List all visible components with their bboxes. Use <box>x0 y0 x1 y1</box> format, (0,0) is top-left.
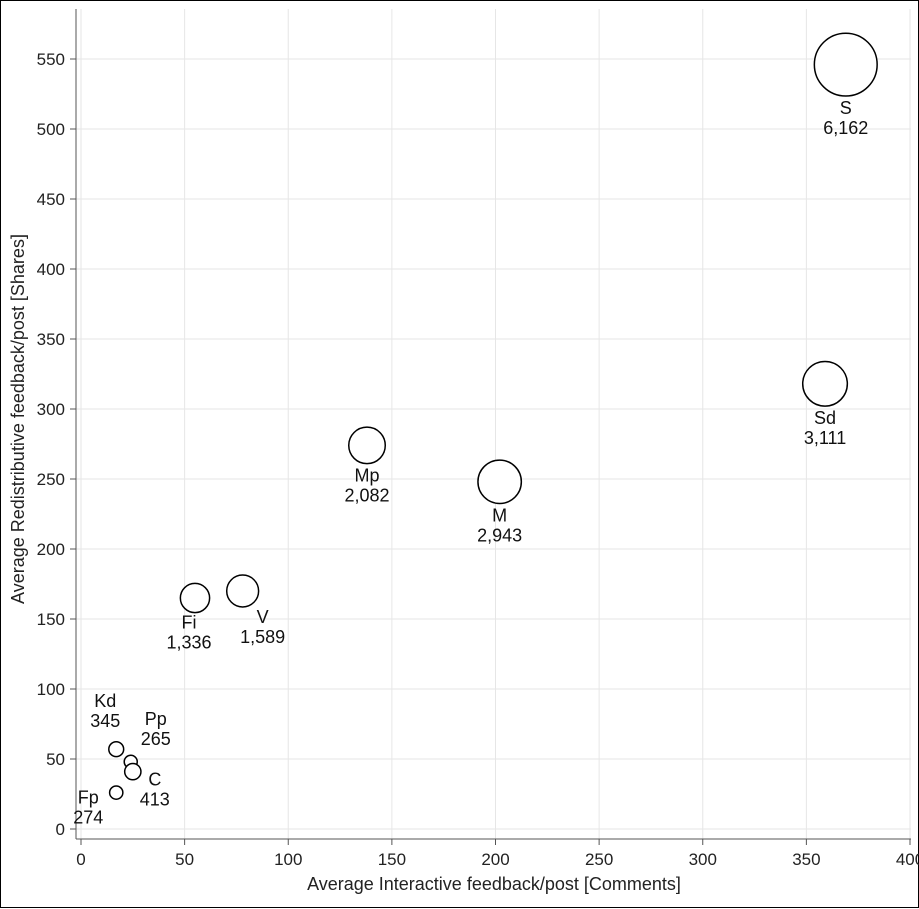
point-label-value: 2,943 <box>477 525 522 545</box>
y-tick-label: 400 <box>37 260 65 279</box>
x-tick-label: 400 <box>896 850 919 869</box>
point-label-name: C <box>148 770 161 790</box>
x-tick-label: 200 <box>481 850 509 869</box>
x-tick-label: 250 <box>585 850 613 869</box>
y-tick-label: 300 <box>37 400 65 419</box>
bubble-v <box>225 574 260 608</box>
point-label-value: 6,162 <box>823 118 868 138</box>
point-label-name: Sd <box>814 408 836 428</box>
point-label-name: M <box>492 505 507 525</box>
point-label-name: Fi <box>181 613 196 633</box>
point-label-name: S <box>840 98 852 118</box>
y-tick-label: 0 <box>56 820 65 839</box>
point-label-value: 1,336 <box>166 633 211 653</box>
bubbles <box>108 32 878 800</box>
axes: 0 50 100 150 200 250 300 350 400 0 50 100 150 200 250 3… <box>37 9 919 869</box>
point-label-name: V <box>257 607 269 627</box>
point-label-value: 1,589 <box>240 627 285 647</box>
bubble-sd <box>801 360 849 407</box>
bubble-kd <box>108 741 125 758</box>
point-label-value: 413 <box>140 790 170 810</box>
point-label-value: 274 <box>73 808 103 828</box>
point-label-value: 265 <box>141 729 171 749</box>
x-tick-label: 150 <box>378 850 406 869</box>
point-label-value: 345 <box>90 711 120 731</box>
point-label-name: Mp <box>354 466 379 486</box>
point-label-value: 3,111 <box>804 428 846 448</box>
x-tick-label: 300 <box>689 850 717 869</box>
y-tick-label: 50 <box>46 750 65 769</box>
x-tick-label: 50 <box>175 850 194 869</box>
y-tick-label: 150 <box>37 610 65 629</box>
y-tick-label: 350 <box>37 330 65 349</box>
bubble-c <box>123 762 142 781</box>
x-axis-title: Average Interactive feedback/post [Comme… <box>307 874 681 894</box>
point-label-name: Fp <box>78 788 99 808</box>
x-tick-label: 350 <box>792 850 820 869</box>
bubble-fp <box>108 785 124 800</box>
y-axis-title: Average Redistributive feedback/post [Sh… <box>8 234 28 604</box>
point-labels: S6,162 Sd3,111 M2,943 Mp2,082 V1,589 Fi1,336 K… <box>73 98 868 828</box>
y-tick-label: 100 <box>37 680 65 699</box>
bubble-s <box>813 32 878 97</box>
grid <box>76 9 911 839</box>
y-tick-label: 500 <box>37 120 65 139</box>
y-tick-label: 450 <box>37 190 65 209</box>
y-tick-label: 200 <box>37 540 65 559</box>
x-tick-label: 100 <box>274 850 302 869</box>
point-label-value: 2,082 <box>344 486 389 506</box>
point-label-name: Pp <box>145 709 167 729</box>
point-label-name: Kd <box>94 691 116 711</box>
bubble-mp <box>348 426 387 465</box>
y-tick-label: 250 <box>37 470 65 489</box>
y-tick-label: 550 <box>37 50 65 69</box>
bubble-fi <box>179 582 211 614</box>
bubble-m <box>477 459 523 505</box>
x-tick-label: 0 <box>76 850 85 869</box>
